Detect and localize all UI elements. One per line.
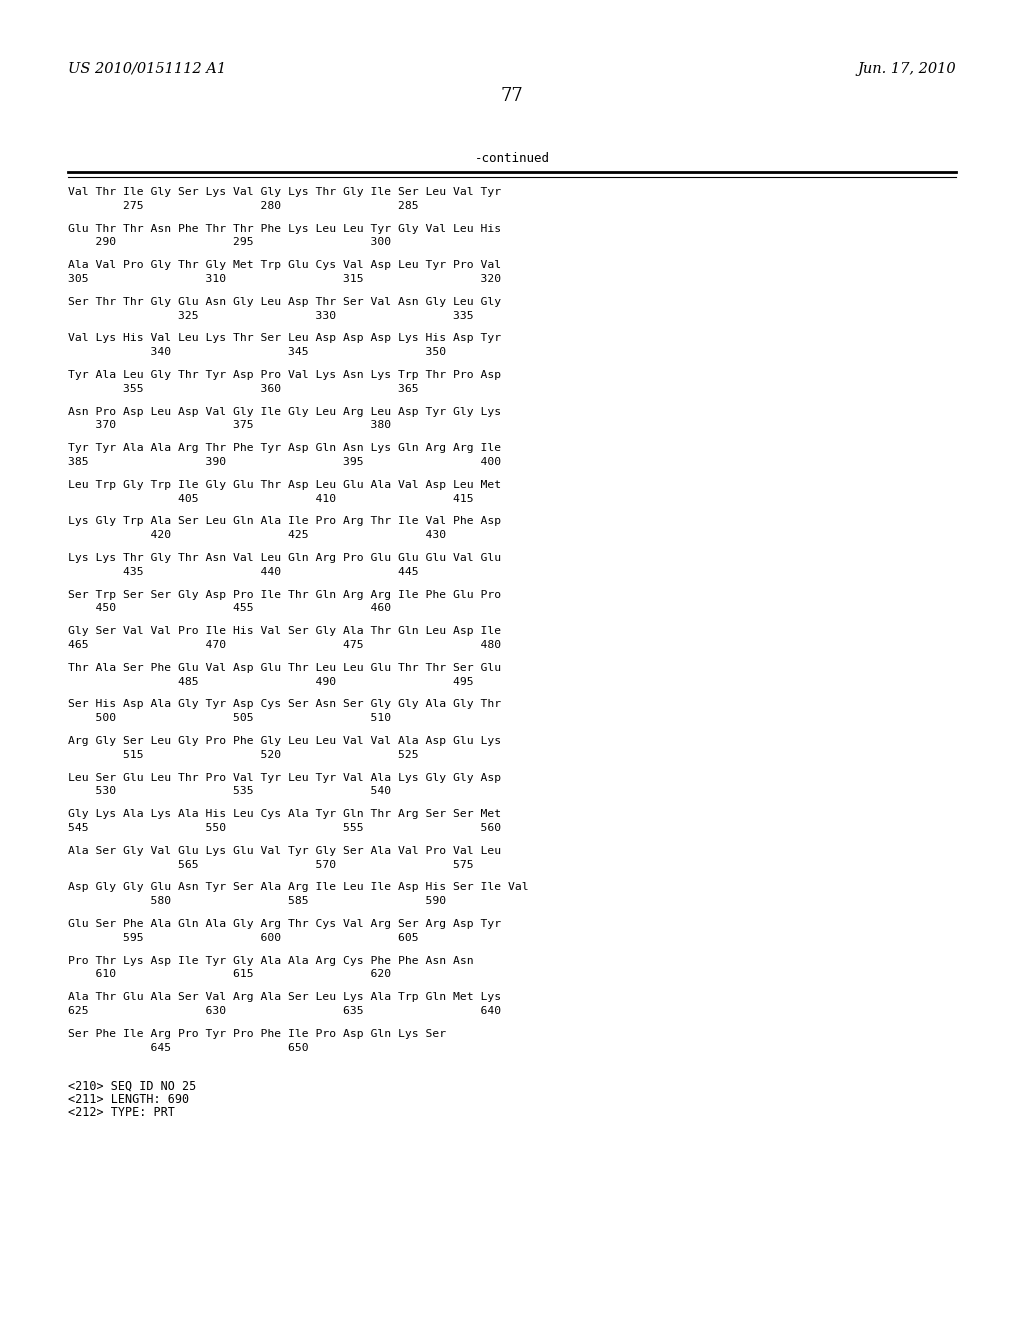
- Text: Pro Thr Lys Asp Ile Tyr Gly Ala Ala Arg Cys Phe Phe Asn Asn: Pro Thr Lys Asp Ile Tyr Gly Ala Ala Arg …: [68, 956, 474, 966]
- Text: 77: 77: [501, 87, 523, 106]
- Text: Ala Thr Glu Ala Ser Val Arg Ala Ser Leu Lys Ala Trp Gln Met Lys: Ala Thr Glu Ala Ser Val Arg Ala Ser Leu …: [68, 993, 501, 1002]
- Text: 500                 505                 510: 500 505 510: [68, 713, 391, 723]
- Text: 530                 535                 540: 530 535 540: [68, 787, 391, 796]
- Text: Glu Ser Phe Ala Gln Ala Gly Arg Thr Cys Val Arg Ser Arg Asp Tyr: Glu Ser Phe Ala Gln Ala Gly Arg Thr Cys …: [68, 919, 501, 929]
- Text: Tyr Tyr Ala Ala Arg Thr Phe Tyr Asp Gln Asn Lys Gln Arg Arg Ile: Tyr Tyr Ala Ala Arg Thr Phe Tyr Asp Gln …: [68, 444, 501, 453]
- Text: 580                 585                 590: 580 585 590: [68, 896, 446, 907]
- Text: Ser Trp Ser Ser Gly Asp Pro Ile Thr Gln Arg Arg Ile Phe Glu Pro: Ser Trp Ser Ser Gly Asp Pro Ile Thr Gln …: [68, 590, 501, 599]
- Text: Ala Val Pro Gly Thr Gly Met Trp Glu Cys Val Asp Leu Tyr Pro Val: Ala Val Pro Gly Thr Gly Met Trp Glu Cys …: [68, 260, 501, 271]
- Text: 595                 600                 605: 595 600 605: [68, 933, 419, 942]
- Text: US 2010/0151112 A1: US 2010/0151112 A1: [68, 62, 226, 77]
- Text: Gly Ser Val Val Pro Ile His Val Ser Gly Ala Thr Gln Leu Asp Ile: Gly Ser Val Val Pro Ile His Val Ser Gly …: [68, 626, 501, 636]
- Text: 275                 280                 285: 275 280 285: [68, 201, 419, 211]
- Text: Val Lys His Val Leu Lys Thr Ser Leu Asp Asp Asp Lys His Asp Tyr: Val Lys His Val Leu Lys Thr Ser Leu Asp …: [68, 334, 501, 343]
- Text: 305                 310                 315                 320: 305 310 315 320: [68, 275, 501, 284]
- Text: <211> LENGTH: 690: <211> LENGTH: 690: [68, 1093, 189, 1106]
- Text: 405                 410                 415: 405 410 415: [68, 494, 474, 504]
- Text: 545                 550                 555                 560: 545 550 555 560: [68, 822, 501, 833]
- Text: 565                 570                 575: 565 570 575: [68, 859, 474, 870]
- Text: 610                 615                 620: 610 615 620: [68, 969, 391, 979]
- Text: Ser Thr Thr Gly Glu Asn Gly Leu Asp Thr Ser Val Asn Gly Leu Gly: Ser Thr Thr Gly Glu Asn Gly Leu Asp Thr …: [68, 297, 501, 306]
- Text: Leu Ser Glu Leu Thr Pro Val Tyr Leu Tyr Val Ala Lys Gly Gly Asp: Leu Ser Glu Leu Thr Pro Val Tyr Leu Tyr …: [68, 772, 501, 783]
- Text: Glu Thr Thr Asn Phe Thr Thr Phe Lys Leu Leu Tyr Gly Val Leu His: Glu Thr Thr Asn Phe Thr Thr Phe Lys Leu …: [68, 223, 501, 234]
- Text: 340                 345                 350: 340 345 350: [68, 347, 446, 358]
- Text: Leu Trp Gly Trp Ile Gly Glu Thr Asp Leu Glu Ala Val Asp Leu Met: Leu Trp Gly Trp Ile Gly Glu Thr Asp Leu …: [68, 479, 501, 490]
- Text: Jun. 17, 2010: Jun. 17, 2010: [857, 62, 956, 77]
- Text: 370                 375                 380: 370 375 380: [68, 420, 391, 430]
- Text: 465                 470                 475                 480: 465 470 475 480: [68, 640, 501, 649]
- Text: 450                 455                 460: 450 455 460: [68, 603, 391, 614]
- Text: 485                 490                 495: 485 490 495: [68, 677, 474, 686]
- Text: 645                 650: 645 650: [68, 1043, 308, 1052]
- Text: Lys Lys Thr Gly Thr Asn Val Leu Gln Arg Pro Glu Glu Glu Val Glu: Lys Lys Thr Gly Thr Asn Val Leu Gln Arg …: [68, 553, 501, 564]
- Text: Asn Pro Asp Leu Asp Val Gly Ile Gly Leu Arg Leu Asp Tyr Gly Lys: Asn Pro Asp Leu Asp Val Gly Ile Gly Leu …: [68, 407, 501, 417]
- Text: Val Thr Ile Gly Ser Lys Val Gly Lys Thr Gly Ile Ser Leu Val Tyr: Val Thr Ile Gly Ser Lys Val Gly Lys Thr …: [68, 187, 501, 197]
- Text: Ser His Asp Ala Gly Tyr Asp Cys Ser Asn Ser Gly Gly Ala Gly Thr: Ser His Asp Ala Gly Tyr Asp Cys Ser Asn …: [68, 700, 501, 709]
- Text: Thr Ala Ser Phe Glu Val Asp Glu Thr Leu Leu Glu Thr Thr Ser Glu: Thr Ala Ser Phe Glu Val Asp Glu Thr Leu …: [68, 663, 501, 673]
- Text: 290                 295                 300: 290 295 300: [68, 238, 391, 247]
- Text: Tyr Ala Leu Gly Thr Tyr Asp Pro Val Lys Asn Lys Trp Thr Pro Asp: Tyr Ala Leu Gly Thr Tyr Asp Pro Val Lys …: [68, 370, 501, 380]
- Text: Ser Phe Ile Arg Pro Tyr Pro Phe Ile Pro Asp Gln Lys Ser: Ser Phe Ile Arg Pro Tyr Pro Phe Ile Pro …: [68, 1028, 446, 1039]
- Text: Gly Lys Ala Lys Ala His Leu Cys Ala Tyr Gln Thr Arg Ser Ser Met: Gly Lys Ala Lys Ala His Leu Cys Ala Tyr …: [68, 809, 501, 820]
- Text: -continued: -continued: [474, 152, 550, 165]
- Text: 625                 630                 635                 640: 625 630 635 640: [68, 1006, 501, 1016]
- Text: 515                 520                 525: 515 520 525: [68, 750, 419, 760]
- Text: 385                 390                 395                 400: 385 390 395 400: [68, 457, 501, 467]
- Text: Asp Gly Gly Glu Asn Tyr Ser Ala Arg Ile Leu Ile Asp His Ser Ile Val: Asp Gly Gly Glu Asn Tyr Ser Ala Arg Ile …: [68, 882, 528, 892]
- Text: Ala Ser Gly Val Glu Lys Glu Val Tyr Gly Ser Ala Val Pro Val Leu: Ala Ser Gly Val Glu Lys Glu Val Tyr Gly …: [68, 846, 501, 855]
- Text: <212> TYPE: PRT: <212> TYPE: PRT: [68, 1106, 175, 1119]
- Text: <210> SEQ ID NO 25: <210> SEQ ID NO 25: [68, 1080, 197, 1093]
- Text: 325                 330                 335: 325 330 335: [68, 310, 474, 321]
- Text: Arg Gly Ser Leu Gly Pro Phe Gly Leu Leu Val Val Ala Asp Glu Lys: Arg Gly Ser Leu Gly Pro Phe Gly Leu Leu …: [68, 737, 501, 746]
- Text: 435                 440                 445: 435 440 445: [68, 566, 419, 577]
- Text: Lys Gly Trp Ala Ser Leu Gln Ala Ile Pro Arg Thr Ile Val Phe Asp: Lys Gly Trp Ala Ser Leu Gln Ala Ile Pro …: [68, 516, 501, 527]
- Text: 355                 360                 365: 355 360 365: [68, 384, 419, 393]
- Text: 420                 425                 430: 420 425 430: [68, 531, 446, 540]
